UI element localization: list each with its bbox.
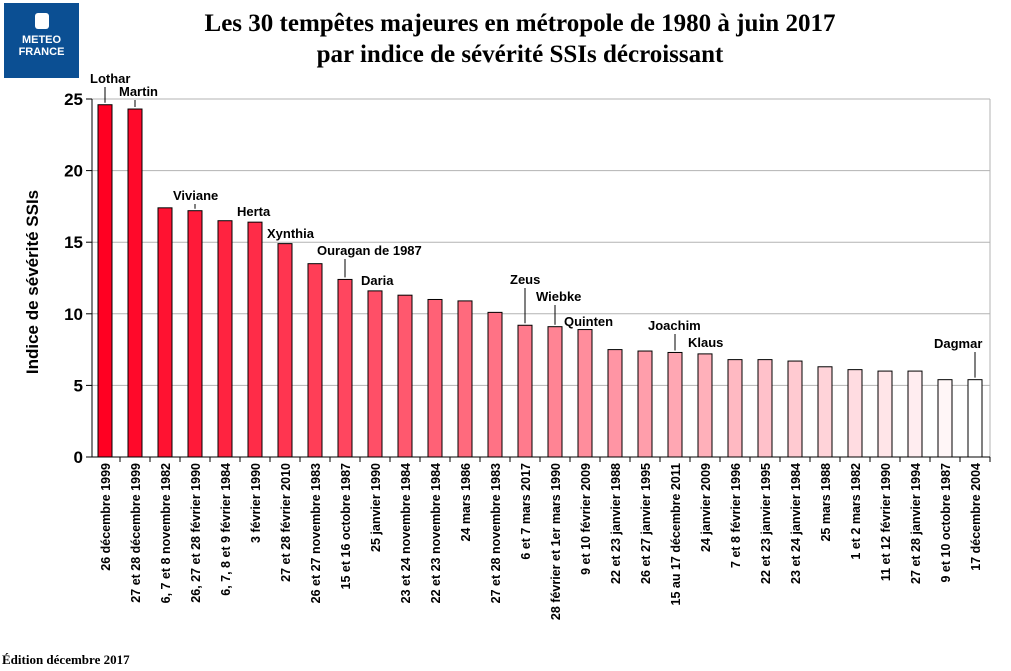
x-tick-label: 11 et 12 février 1990	[879, 463, 893, 581]
bar	[817, 366, 833, 458]
bar	[187, 210, 203, 458]
x-tick-label: 26, 27 et 28 février 1990	[189, 463, 203, 603]
storm-name-label: Wiebke	[536, 289, 581, 304]
chart-subtitle: par indice de sévérité SSIs décroissant	[316, 41, 724, 68]
bar	[727, 359, 743, 458]
storm-name-label: Joachim	[648, 318, 701, 333]
storm-name-label: Daria	[361, 273, 394, 288]
bar	[307, 263, 323, 458]
y-tick-label: 10	[64, 305, 83, 324]
bar	[457, 300, 473, 458]
bar	[247, 221, 263, 458]
y-tick-label: 15	[64, 233, 83, 252]
storm-name-label: Viviane	[173, 188, 218, 203]
x-tick-label: 26 et 27 novembre 1983	[309, 463, 323, 603]
x-tick-label: 6 et 7 mars 2017	[519, 463, 533, 560]
x-tick-label: 9 et 10 octobre 1987	[939, 463, 953, 583]
bar	[697, 353, 713, 458]
x-tick-label: 3 février 1990	[249, 463, 263, 543]
storm-name-label: Dagmar	[934, 336, 982, 351]
x-tick-label: 22 et 23 janvier 1995	[759, 463, 773, 584]
y-axis-label: Indice de sévérité SSIs	[23, 190, 42, 374]
bar	[667, 351, 683, 458]
bar	[967, 379, 983, 458]
bar	[277, 243, 293, 458]
logo-mark-icon	[34, 13, 49, 29]
bar	[547, 326, 563, 458]
storm-name-label: Quinten	[564, 314, 613, 329]
storm-name-label: Ouragan de 1987	[317, 243, 422, 258]
storm-name-label: Xynthia	[267, 226, 315, 241]
x-tick-label: 23 et 24 janvier 1984	[789, 463, 803, 584]
bar	[637, 350, 653, 458]
bar	[487, 311, 503, 458]
x-tick-label: 25 janvier 1990	[369, 463, 383, 552]
logo-line2: FRANCE	[18, 46, 65, 58]
bar	[397, 294, 413, 458]
x-tick-label: 6, 7 et 8 novembre 1982	[159, 463, 173, 603]
x-tick-label: 15 au 17 décembre 2011	[669, 463, 683, 606]
bar	[877, 370, 893, 458]
bar	[367, 290, 383, 458]
y-tick-label: 5	[74, 376, 83, 395]
bar	[607, 349, 623, 458]
storm-name-label: Martin	[119, 84, 158, 99]
bar	[937, 379, 953, 458]
x-tick-label: 17 décembre 2004	[969, 463, 983, 571]
storm-name-label: Klaus	[688, 335, 723, 350]
x-tick-label: 15 et 16 octobre 1987	[339, 463, 353, 590]
bar	[97, 104, 113, 458]
bar	[517, 324, 533, 458]
x-tick-label: 9 et 10 février 2009	[579, 463, 593, 575]
x-tick-label: 23 et 24 novembre 1984	[399, 463, 413, 603]
x-tick-label: 27 et 28 janvier 1994	[909, 463, 923, 584]
x-tick-label: 1 et 2 mars 1982	[849, 463, 863, 560]
storm-name-label: Lothar	[90, 71, 130, 86]
y-tick-label: 0	[74, 448, 83, 467]
x-tick-label: 26 décembre 1999	[99, 463, 113, 571]
bar	[127, 108, 143, 458]
x-tick-label: 27 et 28 décembre 1999	[129, 463, 143, 603]
chart-title: Les 30 tempêtes majeures en métropole de…	[204, 10, 836, 37]
x-tick-label: 22 et 23 novembre 1984	[429, 463, 443, 603]
bar	[157, 207, 173, 458]
bar	[847, 369, 863, 458]
bar	[427, 298, 443, 458]
y-tick-label: 20	[64, 162, 83, 181]
edition-footer: Édition décembre 2017	[2, 652, 130, 667]
x-tick-label: 28 février et 1er mars 1990	[549, 463, 563, 620]
bar	[907, 370, 923, 458]
x-tick-label: 24 mars 1986	[459, 463, 473, 542]
x-tick-label: 22 et 23 janvier 1988	[609, 463, 623, 584]
y-tick-label: 25	[64, 90, 83, 109]
bar	[217, 220, 233, 458]
meteo-france-logo: METEO FRANCE	[4, 3, 79, 78]
storm-name-label: Zeus	[510, 272, 540, 287]
storm-name-label: Herta	[237, 204, 271, 219]
logo-line1: METEO	[21, 34, 62, 46]
x-tick-label: 26 et 27 janvier 1995	[639, 463, 653, 584]
x-tick-label: 27 et 28 novembre 1983	[489, 463, 503, 603]
bar	[577, 329, 593, 458]
x-tick-label: 24 janvier 2009	[699, 463, 713, 552]
chart-title-block: Les 30 tempêtes majeures en métropole de…	[120, 8, 920, 70]
x-tick-label: 25 mars 1988	[819, 463, 833, 542]
bar	[787, 360, 803, 458]
x-tick-label: 27 et 28 février 2010	[279, 463, 293, 582]
x-tick-label: 6, 7, 8 et 9 février 1984	[219, 463, 233, 596]
bar	[757, 359, 773, 458]
x-tick-label: 7 et 8 février 1996	[729, 463, 743, 568]
bar	[337, 278, 353, 458]
